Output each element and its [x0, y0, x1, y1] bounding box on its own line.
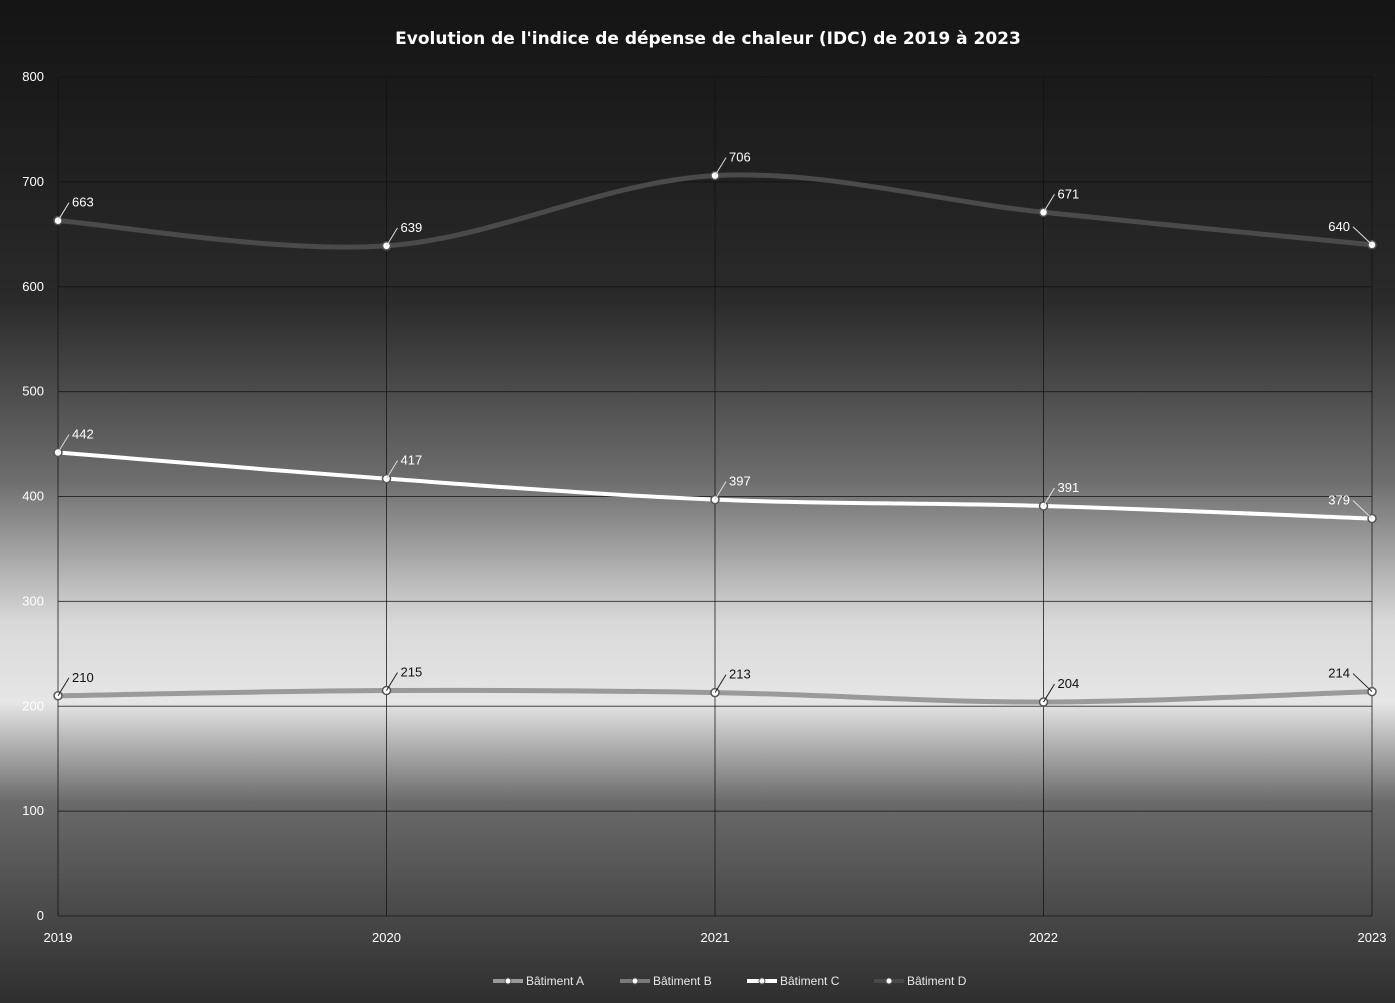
data-label: 204 — [1058, 676, 1080, 691]
data-label-leader — [57, 677, 70, 697]
legend-label-4: Bâtiment D — [907, 974, 967, 988]
data-label-leader — [57, 434, 70, 453]
legend-label-1: Bâtiment A — [526, 974, 584, 988]
x-tick-label: 2023 — [1358, 930, 1387, 945]
data-label-leader — [1043, 194, 1055, 213]
x-tick-label: 2022 — [1029, 930, 1058, 945]
y-tick-label: 200 — [22, 698, 44, 713]
data-label: 671 — [1058, 186, 1080, 201]
x-tick-label: 2020 — [372, 930, 401, 945]
data-label-leader — [714, 157, 727, 176]
data-label: 210 — [72, 670, 94, 685]
y-axis-ticks: 0 100 200 300 400 500 600 700 800 — [22, 69, 44, 923]
y-tick-label: 300 — [22, 593, 44, 608]
data-label-leader — [1352, 500, 1373, 519]
data-label-leader — [1043, 683, 1055, 703]
data-label-leader — [1043, 487, 1055, 507]
data-label: 214 — [1328, 666, 1350, 681]
chart-title: Evolution de l'indice de dépense de chal… — [395, 29, 1021, 49]
legend-marker-4 — [885, 977, 893, 985]
y-tick-label: 600 — [22, 279, 44, 294]
data-label-leader — [386, 672, 398, 691]
data-label: 640 — [1328, 219, 1350, 234]
legend-marker-1 — [504, 977, 512, 985]
y-tick-label: 400 — [22, 489, 44, 504]
data-label-leader — [1352, 226, 1373, 246]
data-label: 639 — [401, 220, 423, 235]
data-label-leader — [386, 227, 398, 247]
y-tick-label: 0 — [37, 908, 44, 923]
x-tick-label: 2021 — [701, 930, 730, 945]
data-label: 663 — [72, 195, 94, 210]
data-labels: 210 215 213 204 214 442 417 397 391 379 663 639 706 6… — [57, 150, 1373, 703]
data-label: 417 — [401, 453, 423, 468]
data-label: 379 — [1328, 493, 1350, 508]
data-label: 215 — [401, 665, 423, 680]
data-label-leader — [714, 481, 727, 500]
data-label: 213 — [729, 667, 751, 682]
legend-marker-3 — [758, 977, 766, 985]
y-tick-label: 700 — [22, 174, 44, 189]
data-label: 397 — [729, 474, 751, 489]
y-tick-label: 100 — [22, 803, 44, 818]
y-tick-label: 800 — [22, 69, 44, 84]
data-label-leader — [386, 460, 398, 479]
data-label: 706 — [729, 150, 751, 165]
data-label-leader — [1352, 673, 1373, 692]
legend-marker-2 — [631, 977, 639, 985]
legend-label-3: Bâtiment C — [780, 974, 840, 988]
x-tick-label: 2019 — [44, 930, 73, 945]
x-axis-ticks: 2019 2020 2021 2022 2023 — [44, 930, 1387, 945]
data-label: 391 — [1058, 480, 1080, 495]
data-label: 442 — [72, 426, 94, 441]
data-label-leader — [57, 202, 70, 221]
y-tick-label: 500 — [22, 384, 44, 399]
data-label-leader — [714, 674, 727, 693]
legend-label-2: Bâtiment B — [653, 974, 712, 988]
legend: Bâtiment A Bâtiment B Bâtiment C Bâtiment D — [493, 974, 967, 988]
